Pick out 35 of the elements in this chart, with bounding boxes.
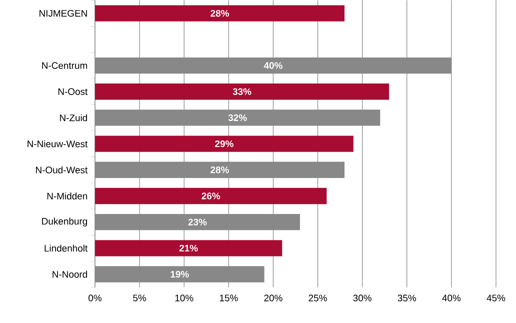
data-label: 32% [228,114,247,121]
x-tick-label: 30% [353,294,372,302]
x-tick-label: 45% [486,294,506,302]
x-tick-label: 35% [398,294,416,302]
data-label: 33% [232,88,252,95]
y-tick-label: N-Midden [47,192,88,200]
data-label: 28% [210,166,229,174]
bar [95,136,354,152]
bar [95,5,345,22]
data-label: 26% [202,192,220,200]
x-tick-label: 5% [133,294,146,302]
x-tick-label: 25% [308,294,327,302]
y-tick-label: N-Noord [52,270,88,278]
y-tick-label: NIJMEGEN [40,10,87,17]
x-tick-label: 20% [264,294,282,302]
data-label: 29% [215,140,234,148]
data-label: 23% [188,218,207,226]
y-tick-label: N-Oud-West [36,166,88,174]
y-tick-label: Dukenburg [42,218,88,226]
bar [95,83,390,100]
x-tick-label: 15% [220,294,238,302]
bar [95,188,327,204]
data-label: 40% [264,62,282,69]
x-tick-label: 40% [442,294,461,302]
bar [95,240,282,256]
y-tick-label: Lindenholt [44,244,88,252]
x-tick-label: 0% [88,294,102,302]
data-label: 19% [170,270,189,278]
y-tick-label: N-Oost [58,88,88,95]
x-tick-label: 10% [175,294,194,302]
y-tick-label: N-Centrum [42,62,88,69]
y-tick-label: N-Zuid [60,114,88,122]
data-label: 28% [210,10,229,17]
y-tick-label: N-Nieuw-West [28,140,88,148]
data-label: 21% [179,244,198,252]
